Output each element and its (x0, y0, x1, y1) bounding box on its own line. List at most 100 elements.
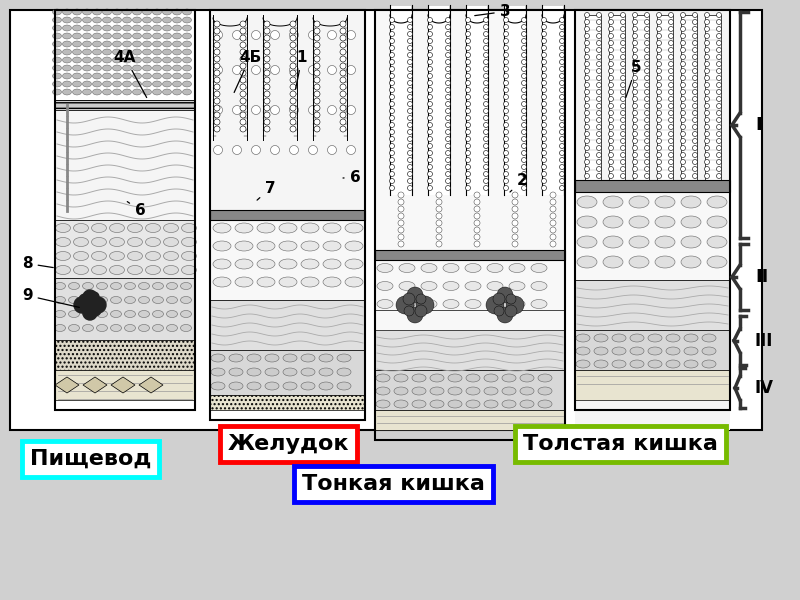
Ellipse shape (133, 73, 142, 79)
Circle shape (693, 55, 698, 59)
Circle shape (522, 73, 526, 79)
Circle shape (506, 294, 516, 304)
Ellipse shape (345, 241, 363, 251)
Circle shape (585, 47, 590, 52)
Ellipse shape (301, 241, 319, 251)
Circle shape (290, 105, 296, 111)
Circle shape (585, 166, 590, 172)
Text: 1: 1 (295, 50, 307, 89)
Ellipse shape (82, 17, 91, 23)
Ellipse shape (93, 65, 102, 71)
Ellipse shape (337, 368, 351, 376)
Circle shape (446, 172, 450, 176)
Ellipse shape (323, 223, 341, 233)
Circle shape (609, 47, 614, 52)
Ellipse shape (538, 400, 552, 408)
Ellipse shape (54, 311, 66, 317)
Circle shape (340, 21, 346, 27)
Bar (391, 6, 411, 195)
Bar (575, 280, 730, 330)
Circle shape (264, 63, 270, 69)
Circle shape (522, 31, 526, 37)
Ellipse shape (487, 299, 503, 308)
Ellipse shape (182, 89, 191, 95)
Circle shape (522, 164, 526, 169)
Ellipse shape (93, 25, 102, 31)
Ellipse shape (110, 223, 125, 232)
Ellipse shape (655, 256, 675, 268)
Circle shape (609, 40, 614, 46)
Bar (55, 370, 195, 400)
Ellipse shape (173, 17, 182, 23)
Circle shape (717, 26, 722, 31)
Circle shape (609, 19, 614, 25)
Circle shape (585, 131, 590, 136)
Circle shape (522, 157, 526, 163)
Circle shape (327, 31, 337, 40)
Circle shape (340, 105, 346, 111)
Ellipse shape (484, 387, 498, 395)
Circle shape (559, 59, 565, 64)
Ellipse shape (110, 296, 122, 304)
Circle shape (669, 118, 674, 122)
Ellipse shape (127, 251, 142, 260)
Circle shape (314, 28, 320, 34)
Circle shape (585, 118, 590, 122)
Circle shape (609, 82, 614, 88)
Circle shape (597, 76, 602, 80)
Circle shape (314, 112, 320, 118)
Ellipse shape (69, 283, 79, 289)
Circle shape (669, 160, 674, 164)
Circle shape (669, 173, 674, 179)
Circle shape (240, 35, 246, 41)
Circle shape (314, 63, 320, 69)
Circle shape (621, 55, 626, 59)
Circle shape (494, 306, 504, 316)
Circle shape (693, 160, 698, 164)
Ellipse shape (125, 311, 135, 317)
Ellipse shape (630, 334, 644, 342)
Ellipse shape (113, 89, 122, 95)
Circle shape (633, 152, 638, 157)
Circle shape (669, 61, 674, 67)
Ellipse shape (629, 256, 649, 268)
Circle shape (621, 19, 626, 25)
Circle shape (270, 31, 279, 40)
Circle shape (645, 61, 650, 67)
Ellipse shape (301, 223, 319, 233)
Circle shape (483, 88, 489, 92)
Circle shape (390, 73, 394, 79)
Circle shape (681, 13, 686, 17)
Circle shape (645, 131, 650, 136)
Circle shape (621, 131, 626, 136)
Ellipse shape (629, 236, 649, 248)
Circle shape (522, 122, 526, 127)
Circle shape (290, 84, 296, 90)
Circle shape (214, 112, 220, 118)
Circle shape (621, 110, 626, 115)
Ellipse shape (629, 196, 649, 208)
Circle shape (705, 61, 710, 67)
Circle shape (483, 185, 489, 191)
Ellipse shape (102, 9, 111, 15)
Ellipse shape (235, 277, 253, 287)
Circle shape (466, 17, 470, 22)
Ellipse shape (594, 334, 608, 342)
Ellipse shape (93, 17, 102, 23)
Ellipse shape (153, 9, 162, 15)
Ellipse shape (62, 41, 71, 47)
Circle shape (390, 143, 394, 148)
Ellipse shape (229, 382, 243, 390)
Circle shape (390, 109, 394, 113)
Bar (585, 15, 601, 180)
Circle shape (645, 173, 650, 179)
Ellipse shape (93, 41, 102, 47)
Circle shape (550, 206, 556, 212)
Circle shape (398, 220, 404, 226)
Circle shape (669, 19, 674, 25)
Circle shape (314, 56, 320, 62)
Ellipse shape (91, 251, 106, 260)
Ellipse shape (113, 49, 122, 55)
Ellipse shape (138, 325, 150, 331)
Circle shape (466, 46, 470, 50)
